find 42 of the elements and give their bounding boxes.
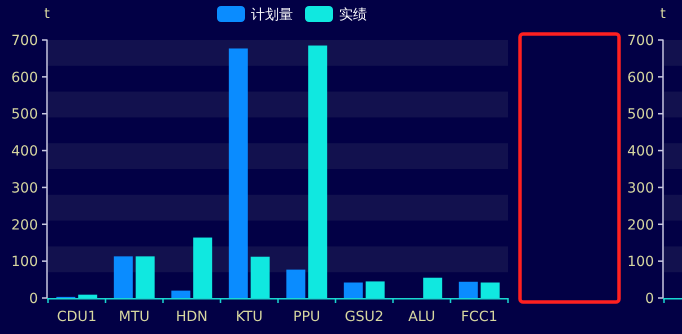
bar <box>344 282 363 298</box>
y-tick-label: 600 <box>11 70 38 86</box>
bar <box>228 48 248 298</box>
x-tick-label: MTU <box>118 309 150 325</box>
x-tick-label: HDN <box>176 309 208 325</box>
x-tick-label: PPU <box>293 309 320 325</box>
y-tick-label: 200 <box>627 217 654 234</box>
y-tick-label: 700 <box>627 33 654 49</box>
x-tick-label: ALU <box>408 309 436 325</box>
bar <box>286 270 306 298</box>
y-tick-label: 300 <box>627 180 654 196</box>
y-tick-label: 700 <box>11 33 38 49</box>
y-axis-title: t <box>660 6 666 22</box>
bar <box>458 282 478 298</box>
bar <box>423 278 442 298</box>
bar <box>366 281 385 298</box>
y-tick-label: 100 <box>11 254 38 270</box>
x-tick-label: FCC1 <box>460 309 498 325</box>
y-tick-label: 0 <box>29 291 38 307</box>
bar <box>171 290 190 298</box>
bar <box>193 238 212 298</box>
x-tick-label: GSU2 <box>344 309 384 325</box>
y-tick-label: 200 <box>11 217 38 234</box>
bar <box>114 256 133 298</box>
y-tick-label: 400 <box>627 144 654 160</box>
bar <box>136 256 155 298</box>
bar <box>78 294 98 298</box>
x-tick-label: KTU <box>236 309 263 325</box>
legend-label: 计划量 <box>251 7 293 23</box>
y-tick-label: 600 <box>627 70 654 86</box>
y-tick-label: 100 <box>627 254 654 270</box>
y-tick-label: 300 <box>11 180 38 196</box>
legend-label: 实绩 <box>339 7 367 23</box>
y-tick-label: 400 <box>11 144 38 160</box>
y-axis-title: t <box>44 6 50 22</box>
x-tick-label: CDU1 <box>56 309 97 325</box>
bar <box>308 46 328 298</box>
bar <box>250 256 270 298</box>
y-tick-label: 500 <box>627 106 654 123</box>
y-tick-label: 0 <box>645 291 654 307</box>
bar <box>480 282 500 298</box>
y-tick-label: 500 <box>11 106 38 123</box>
